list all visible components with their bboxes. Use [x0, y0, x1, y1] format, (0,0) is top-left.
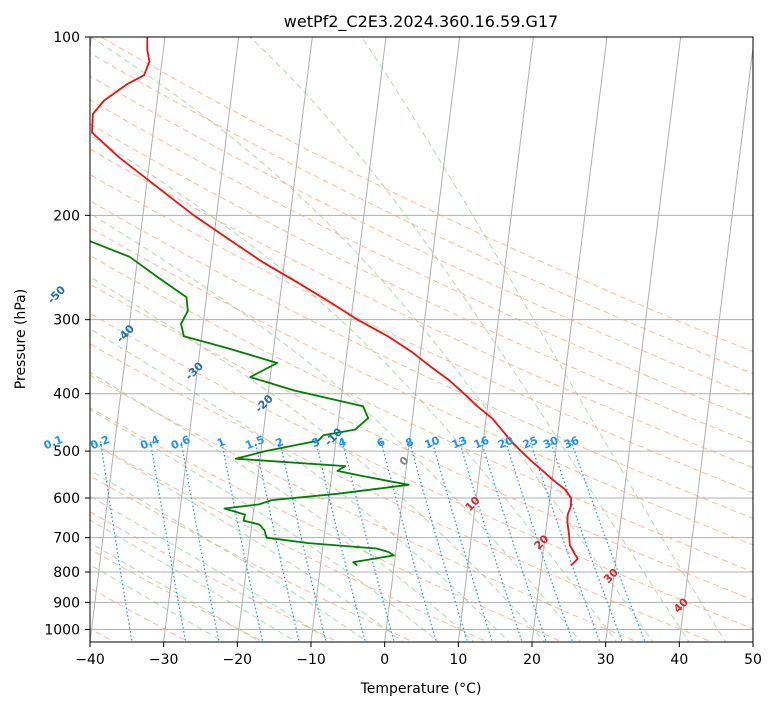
chart-title: wetPf2_C2E3.2024.360.16.59.G17	[284, 12, 558, 32]
mixing-ratio-line	[99, 440, 133, 642]
x-tick-label: −40	[75, 652, 105, 668]
y-tick-label: 900	[53, 595, 80, 611]
mixing-ratio-line	[380, 440, 438, 642]
isotherm-gridline	[752, 637, 753, 642]
axis-ticks: −40 −30 −20 −10 0 10 20 30 40 50 100 200 300 400 500 60…	[44, 30, 762, 668]
background-lines	[90, 37, 753, 642]
moist-adiabat-line	[90, 441, 404, 642]
isotherm-gridline	[678, 43, 753, 642]
moist-adiabat-line	[361, 37, 727, 642]
moist-adiabat-line	[90, 371, 475, 642]
y-axis-label: Pressure (hPa)	[13, 289, 29, 389]
temperature-trace	[91, 37, 579, 567]
mixing-ratio-label: 25	[521, 434, 540, 452]
x-tick-label: −30	[149, 652, 179, 668]
dry-adiabat-line	[100, 37, 753, 353]
mixing-ratio-label: 16	[472, 434, 491, 452]
x-axis-label: Temperature (°C)	[360, 681, 482, 697]
moist-adiabat-line	[90, 519, 298, 642]
x-tick-label: 40	[670, 652, 688, 668]
dry-adiabat-line	[90, 407, 564, 642]
y-tick-label: 300	[53, 313, 80, 329]
x-tick-label: 0	[380, 652, 389, 668]
mixing-ratio-label: 13	[450, 434, 469, 452]
isotherm-gridline	[163, 37, 240, 642]
isotherm-gridline	[90, 37, 166, 642]
mixing-ratio-label: 3	[310, 435, 322, 450]
mixing-ratio-line	[180, 440, 220, 642]
dry-adiabat-line	[90, 475, 415, 642]
dry-adiabat-line	[90, 548, 265, 642]
isotherm-gridline	[531, 37, 608, 642]
mixing-ratio-line	[149, 440, 187, 642]
dry-adiabat-line	[90, 227, 753, 546]
dry-adiabat-label: -50	[45, 283, 68, 306]
mixing-ratio-line	[480, 440, 547, 642]
mixing-ratio-line	[315, 440, 366, 642]
dry-adiabat-line	[90, 312, 753, 630]
moist-adiabat-line	[90, 328, 511, 642]
y-tick-label: 400	[53, 387, 80, 403]
y-tick-label: 800	[53, 565, 80, 581]
y-tick-label: 600	[53, 491, 80, 507]
dry-adiabat-line	[90, 173, 753, 494]
x-tick-label: 30	[597, 652, 615, 668]
isotherm-gridline	[384, 37, 461, 642]
mixing-ratio-line	[220, 440, 264, 642]
y-tick-label: 500	[53, 444, 80, 460]
isotherm-gridline	[457, 37, 534, 642]
sounding-traces	[90, 37, 579, 567]
dry-adiabat-line	[90, 75, 753, 397]
mixing-ratio-label: 20	[496, 434, 515, 452]
dry-adiabat-line	[90, 254, 753, 573]
mixing-ratio-label: 1	[215, 435, 227, 450]
moist-adiabat-line	[90, 37, 654, 642]
mixing-ratio-label: 30	[541, 434, 560, 452]
plot-frame	[89, 36, 754, 643]
dry-adiabat-line	[90, 511, 340, 642]
mixing-ratio-line	[458, 440, 523, 642]
x-tick-label: −10	[296, 652, 326, 668]
y-tick-label: 1000	[44, 622, 80, 638]
x-tick-label: 20	[523, 652, 541, 668]
x-tick-label: 50	[744, 652, 762, 668]
isotherm-gridline	[605, 37, 682, 642]
mixing-ratio-label: 36	[562, 434, 581, 452]
mixing-ratio-label: 10	[423, 434, 442, 452]
isotherm-gridline	[236, 37, 313, 642]
dry-adiabat-line	[90, 343, 714, 642]
dewpoint-trace	[90, 240, 410, 567]
mixing-ratio-line	[570, 440, 646, 642]
moist-adiabat-line	[90, 469, 369, 642]
moist-adiabat-line	[90, 212, 582, 642]
mixing-ratio-label: 8	[403, 435, 415, 450]
mixing-ratio-line	[254, 440, 300, 642]
mixing-ratio-label: 2	[274, 435, 286, 450]
moist-adiabat-line	[249, 37, 690, 642]
x-tick-label: −20	[223, 652, 253, 668]
dry-adiabat-line	[90, 148, 753, 469]
mixing-ratio-line	[504, 440, 574, 642]
dry-adiabat-line	[90, 200, 753, 519]
x-tick-label: 10	[449, 652, 467, 668]
mixing-ratio-line	[341, 440, 395, 642]
moist-adiabat-line	[90, 542, 262, 642]
plot-background	[90, 37, 753, 642]
y-tick-label: 700	[53, 531, 80, 547]
y-tick-label: 200	[53, 208, 80, 224]
mixing-ratio-line	[279, 440, 327, 642]
moist-adiabat-line	[90, 564, 225, 642]
y-tick-label: 100	[53, 30, 80, 46]
dry-adiabat-line	[90, 440, 489, 642]
